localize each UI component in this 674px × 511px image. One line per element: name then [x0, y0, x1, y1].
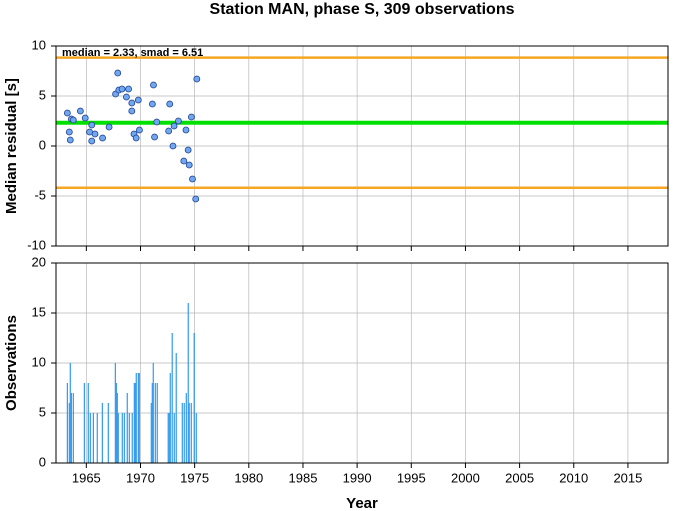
point	[118, 85, 126, 93]
x-tick-label: 2015	[613, 470, 642, 485]
y-tick-label: 5	[39, 87, 46, 102]
point	[192, 195, 200, 203]
y-axis-label: Observations	[3, 315, 20, 411]
y-tick-label: 5	[39, 404, 46, 419]
x-tick-label: 2005	[505, 470, 534, 485]
y-tick-label: 10	[32, 37, 46, 52]
point	[149, 100, 156, 108]
plot-frame	[55, 262, 669, 464]
point	[123, 93, 130, 101]
point	[114, 69, 122, 77]
point	[63, 109, 71, 117]
x-tick-label: 1965	[72, 470, 101, 485]
x-tick-label: 2010	[559, 470, 588, 485]
point	[193, 75, 201, 83]
x-tick-label: 1980	[234, 470, 263, 485]
y-tick-label: -10	[27, 237, 46, 252]
point	[128, 107, 136, 115]
point	[153, 118, 161, 126]
point	[76, 107, 84, 115]
point	[136, 126, 143, 134]
point	[165, 127, 173, 135]
x-tick-label: 1990	[343, 470, 372, 485]
point	[91, 130, 99, 138]
x-tick-label: 1985	[289, 470, 318, 485]
y-tick-label: 0	[39, 137, 46, 152]
chart-title: Station MAN, phase S, 309 observations	[210, 1, 515, 18]
point	[65, 128, 73, 136]
point	[81, 114, 89, 122]
x-tick-label: 1995	[397, 470, 426, 485]
point	[187, 113, 195, 121]
point	[125, 85, 132, 93]
point	[132, 134, 140, 142]
point	[88, 137, 96, 145]
point	[189, 175, 196, 183]
point	[184, 146, 192, 154]
y-tick-label: 20	[32, 254, 46, 269]
y-tick-label: 10	[32, 354, 46, 369]
y-tick-label: -5	[34, 187, 46, 202]
plot-frame	[55, 45, 669, 247]
y-tick-label: 15	[32, 304, 46, 319]
point	[185, 161, 193, 169]
point	[170, 122, 178, 130]
x-tick-label: 1970	[126, 470, 155, 485]
y-tick-label: 0	[39, 454, 46, 469]
point	[66, 136, 74, 144]
point	[151, 133, 158, 141]
point	[174, 117, 182, 125]
x-tick-label: 2000	[451, 470, 480, 485]
point	[182, 126, 190, 134]
point	[169, 142, 177, 150]
point	[128, 99, 136, 107]
point	[166, 100, 174, 108]
x-axis-label: Year	[346, 495, 378, 511]
point	[180, 157, 188, 165]
point	[69, 116, 77, 124]
point	[88, 121, 96, 129]
x-tick-label: 1975	[180, 470, 209, 485]
point	[134, 96, 142, 104]
y-axis-label: Median residual [s]	[3, 78, 20, 214]
point	[150, 81, 157, 89]
annotation: median = 2.33, smad = 6.51	[62, 47, 203, 59]
point	[99, 134, 106, 142]
point	[105, 123, 113, 131]
